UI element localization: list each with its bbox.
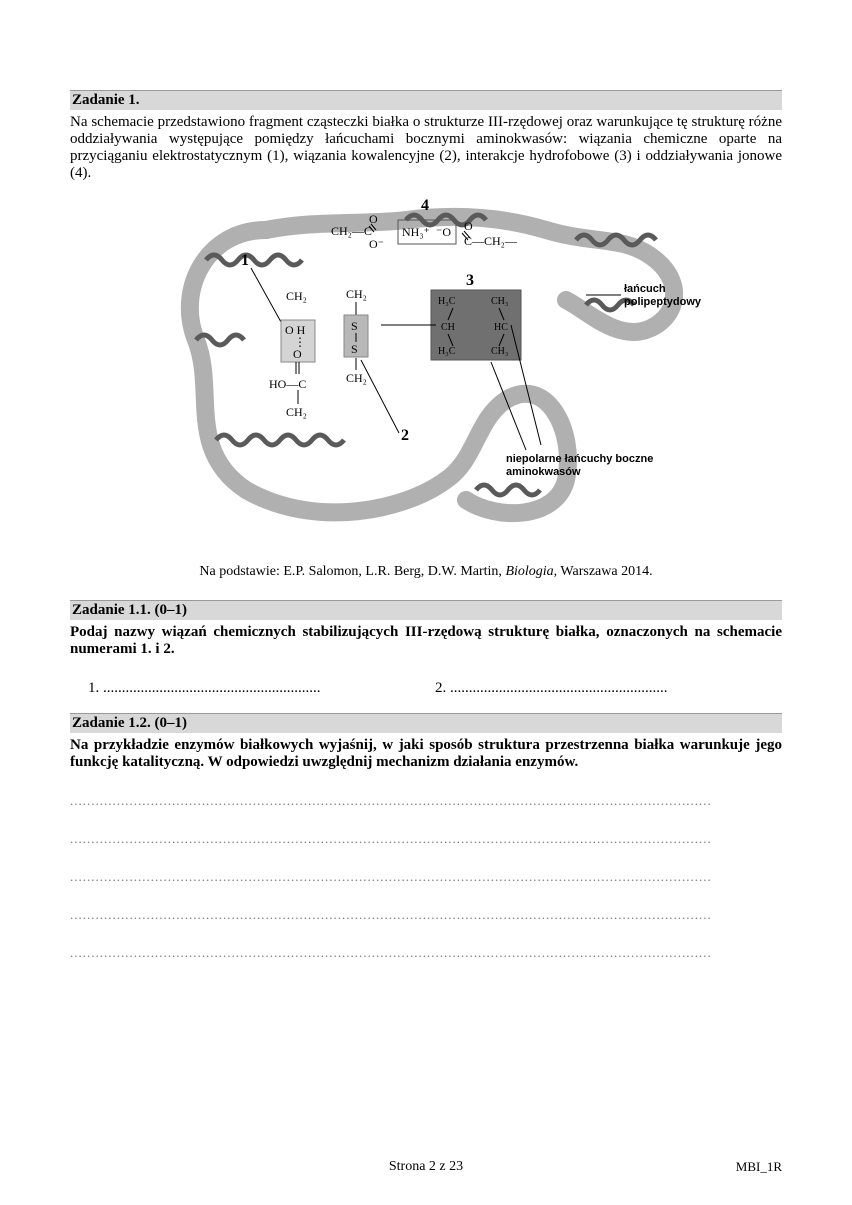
chem-ch3-2: CH₃	[491, 346, 508, 357]
answers-row: 1. 2.	[88, 680, 782, 697]
answer-line-3[interactable]: ........................................…	[70, 869, 782, 885]
answer-line-2[interactable]: ........................................…	[70, 831, 782, 847]
protein-svg: 4 CH₂—C O O⁻ NH₃⁺ ⁻O C—CH₂— O 1 CH₂ O H …	[146, 190, 706, 540]
answer-line-5[interactable]: ........................................…	[70, 945, 782, 961]
answer-line-4[interactable]: ........................................…	[70, 907, 782, 923]
answer-slot-1[interactable]: 1.	[88, 680, 435, 697]
chem-o: O	[293, 347, 302, 361]
helix-1	[206, 255, 302, 265]
exam-page: Zadanie 1. Na schemacie przedstawiono fr…	[0, 0, 852, 1205]
chem-ch2-a: CH₂	[286, 289, 307, 303]
chem-c-ch2: C—CH₂—	[464, 234, 518, 248]
chem-hoc: HO—C	[269, 377, 306, 391]
helix-3	[216, 435, 344, 445]
chem-ch2-b: CH₂	[286, 405, 307, 419]
answer-label-1: 1.	[88, 680, 99, 696]
chem-ch2c: CH₂—C	[331, 224, 372, 238]
label-chain-l2: polipeptydowy	[624, 296, 702, 308]
chem-o2: O⁻	[369, 237, 384, 251]
citation: Na podstawie: E.P. Salomon, L.R. Berg, D…	[70, 564, 782, 580]
citation-italic: Biologia	[505, 564, 553, 579]
chem-doub-o: O	[464, 219, 473, 233]
chem-ch2-c: CH₂	[346, 287, 367, 301]
chem-ch2-d: CH₂	[346, 371, 367, 385]
chem-h3c-2: H₃C	[438, 346, 456, 357]
task12-body: Na przykładzie enzymów białkowych wyjaśn…	[70, 737, 782, 771]
chem-ch: CH	[441, 322, 455, 333]
helix-4	[476, 485, 540, 495]
task11-header: Zadanie 1.1. (0–1)	[70, 600, 782, 620]
chem-s2: S	[351, 342, 358, 356]
label-1: 1	[241, 252, 249, 269]
label-chain-l1: łańcuch	[624, 283, 666, 295]
label-4: 4	[421, 197, 429, 214]
label-nonpolar-l1: niepolarne łańcuchy boczne	[506, 453, 653, 465]
chem-nh3: NH₃⁺	[402, 225, 430, 239]
citation-prefix: Na podstawie: E.P. Salomon, L.R. Berg, D…	[199, 564, 505, 579]
label-nonpolar-l2: aminokwasów	[506, 466, 581, 478]
chem-hc: HC	[494, 322, 508, 333]
chem-h3c-1: H₃C	[438, 296, 456, 307]
task1-body: Na schemacie przedstawiono fragment cząs…	[70, 114, 782, 182]
chem-oneg: ⁻O	[436, 225, 451, 239]
task1-header: Zadanie 1.	[70, 90, 782, 110]
chem-ch3-1: CH₃	[491, 296, 508, 307]
answer-line-1[interactable]: ........................................…	[70, 793, 782, 809]
task12-header: Zadanie 1.2. (0–1)	[70, 713, 782, 733]
answer-label-2: 2.	[435, 680, 446, 696]
page-code: MBI_1R	[736, 1159, 782, 1175]
protein-diagram: 4 CH₂—C O O⁻ NH₃⁺ ⁻O C—CH₂— O 1 CH₂ O H …	[146, 190, 706, 540]
answer-slot-2[interactable]: 2.	[435, 680, 782, 697]
label-3: 3	[466, 272, 474, 289]
chem-s1: S	[351, 319, 358, 333]
chem-top-o: O	[369, 212, 378, 226]
page-footer: Strona 2 z 23	[0, 1159, 852, 1175]
task11-body: Podaj nazwy wiązań chemicznych stabilizu…	[70, 624, 782, 658]
label-2: 2	[401, 427, 409, 444]
citation-suffix: , Warszawa 2014.	[554, 564, 653, 579]
